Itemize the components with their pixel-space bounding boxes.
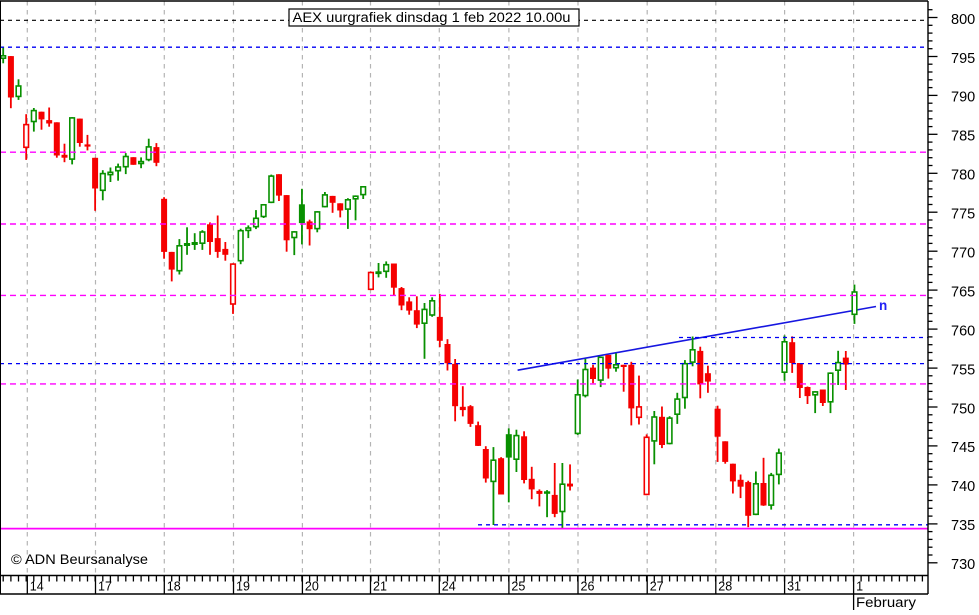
svg-text:14: 14: [30, 580, 44, 594]
svg-text:800: 800: [951, 12, 975, 28]
svg-text:26: 26: [581, 580, 595, 594]
svg-text:AEX uurgrafiek dinsdag 1 feb 2: AEX uurgrafiek dinsdag 1 feb 2022 10.00u: [293, 10, 571, 25]
svg-text:24: 24: [442, 580, 456, 594]
svg-text:27: 27: [650, 580, 664, 594]
svg-text:750: 750: [951, 401, 975, 417]
svg-text:1: 1: [856, 580, 863, 594]
svg-text:25: 25: [511, 580, 525, 594]
svg-text:17: 17: [98, 580, 112, 594]
svg-text:765: 765: [951, 284, 975, 300]
svg-text:740: 740: [951, 479, 975, 495]
svg-text:755: 755: [951, 362, 975, 378]
svg-text:730: 730: [951, 557, 975, 573]
svg-text:n: n: [879, 298, 887, 313]
svg-text:785: 785: [951, 129, 975, 145]
svg-text:745: 745: [951, 440, 975, 456]
svg-text:31: 31: [787, 580, 801, 594]
svg-text:© ADN Beursanalyse: © ADN Beursanalyse: [11, 552, 148, 567]
svg-text:760: 760: [951, 323, 975, 339]
svg-text:735: 735: [951, 518, 975, 534]
svg-text:28: 28: [718, 580, 732, 594]
svg-text:795: 795: [951, 51, 975, 67]
svg-text:19: 19: [236, 580, 250, 594]
svg-text:775: 775: [951, 207, 975, 223]
svg-text:20: 20: [305, 580, 319, 594]
svg-text:770: 770: [951, 246, 975, 262]
svg-text:21: 21: [373, 580, 387, 594]
svg-text:18: 18: [167, 580, 181, 594]
svg-text:790: 790: [951, 90, 975, 106]
svg-text:780: 780: [951, 168, 975, 184]
svg-text:February: February: [856, 595, 916, 610]
